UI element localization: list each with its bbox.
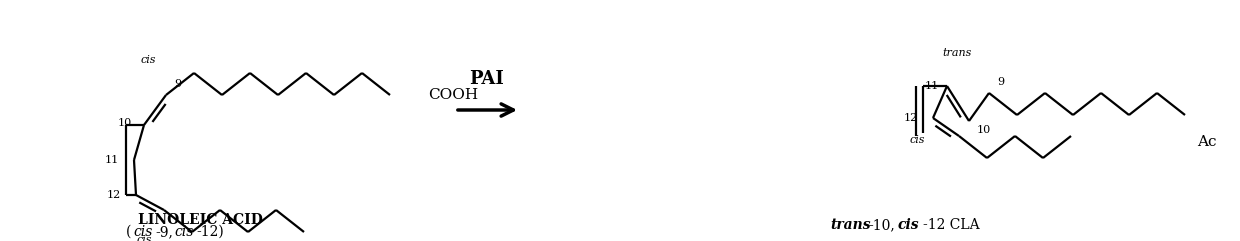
Text: LINOLEIC ACID: LINOLEIC ACID (138, 213, 263, 227)
Text: 9: 9 (174, 79, 181, 89)
Text: cis: cis (140, 55, 156, 65)
Text: 9: 9 (997, 77, 1004, 87)
Text: trans: trans (830, 218, 870, 232)
Text: cis: cis (174, 225, 193, 239)
Text: 12: 12 (904, 113, 918, 123)
Text: -12): -12) (196, 225, 223, 239)
Text: 12: 12 (107, 190, 122, 200)
Text: cis: cis (133, 225, 153, 239)
Text: -10,: -10, (868, 218, 895, 232)
Text: trans: trans (942, 48, 972, 58)
Text: PAI: PAI (470, 70, 505, 88)
Text: cis: cis (898, 218, 920, 232)
Text: 11: 11 (104, 155, 119, 165)
Text: 11: 11 (925, 81, 939, 91)
Text: 10: 10 (977, 125, 991, 135)
Text: Ac: Ac (1197, 135, 1216, 149)
Text: (: ( (126, 225, 131, 239)
Text: -9,: -9, (155, 225, 172, 239)
Text: -12 CLA: -12 CLA (923, 218, 980, 232)
Text: COOH: COOH (428, 88, 479, 102)
Text: cis: cis (136, 235, 151, 241)
Text: cis: cis (909, 135, 925, 145)
Text: 10: 10 (118, 118, 131, 128)
